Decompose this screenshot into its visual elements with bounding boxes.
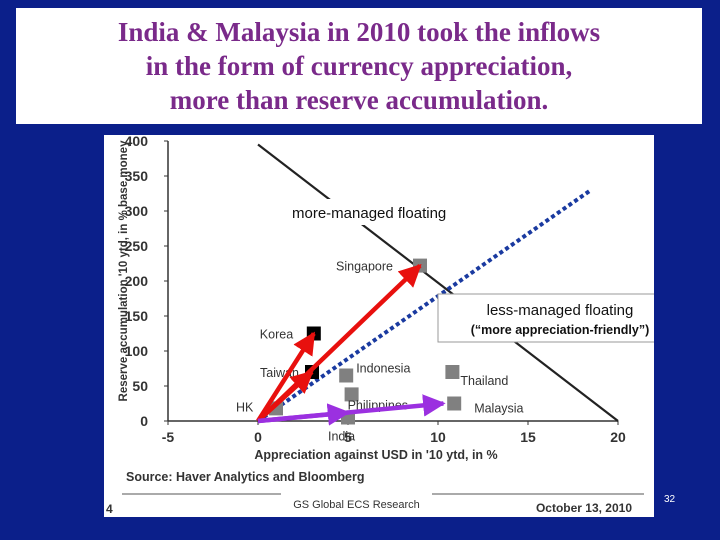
y-tick-label: 150 [125,308,149,324]
x-tick-label: 0 [254,429,262,445]
x-tick-label: 5 [344,429,352,445]
y-tick-label: 50 [132,378,148,394]
appreciation-arrow [256,370,314,423]
y-tick-label: 350 [125,168,149,184]
chart-source: Source: Haver Analytics and Bloomberg [126,470,365,484]
y-axis-label: Reserve accumulation '10 ytd, in % base … [118,140,130,402]
footer-text: GS Global ECS Research [293,499,420,511]
title-box: India & Malaysia in 2010 took the inflow… [16,8,702,124]
dashed-trend-line [256,188,593,423]
y-tick-label: 400 [125,135,149,149]
y-tick-label: 200 [125,273,149,289]
y-tick-label: 250 [125,238,149,254]
x-tick-label: 15 [520,429,536,445]
data-point-label: HK [236,400,254,414]
data-point-label: India [328,430,355,444]
x-axis-label: Appreciation against USD in '10 ytd, in … [254,448,497,462]
slide-title: India & Malaysia in 2010 took the inflow… [117,17,601,115]
scatter-chart: 0 50 100 150 200 250 300 350 400 -5 0 5 10 15 20 Apprec… [106,135,654,516]
data-point [339,368,354,383]
page-number: 32 [664,494,676,505]
data-point [447,396,462,411]
x-tick-label: 10 [430,429,446,445]
less-managed-sublabel: (“more appreciation-friendly”) [471,323,650,337]
appreciation-arrow [257,403,351,426]
data-point-label: Korea [260,328,293,342]
more-managed-label: more-managed floating [292,205,446,222]
footer-source-box: GS Global ECS Research [281,493,432,517]
data-point-label: Singapore [336,260,393,274]
managed-boundary-line [257,143,619,422]
less-managed-label: less-managed floating [487,302,634,319]
x-tick-label: -5 [162,429,175,445]
data-point [344,387,359,402]
x-tick-label: 20 [610,429,626,445]
data-point-label: Malaysia [474,402,523,416]
chart-panel: 0 50 100 150 200 250 300 350 400 -5 0 5 10 15 20 Apprec… [104,135,654,517]
y-tick-label: 100 [125,343,149,359]
data-point [445,365,460,379]
data-point-label: Thailand [460,374,508,388]
data-point-label: Indonesia [356,362,410,376]
appreciation-arrow [256,331,316,423]
y-tick-label: 0 [140,413,148,429]
less-managed-box [437,293,654,343]
more-managed-box [284,199,496,225]
chart-footer-left: 4 [106,502,113,516]
y-tick-label: 300 [125,203,149,219]
chart-footer-right: October 13, 2010 [536,501,632,515]
